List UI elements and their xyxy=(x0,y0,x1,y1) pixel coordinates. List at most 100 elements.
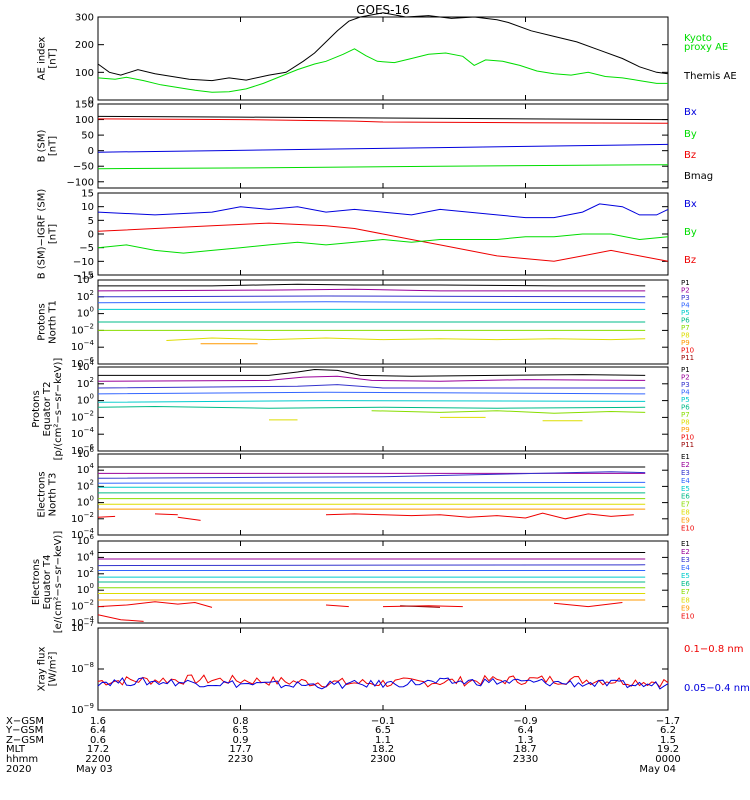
x-axis-table: X−GSMY−GSMZ−GSMMLThhmm20201.66.40.617.22… xyxy=(5,716,681,775)
panel-bsm-ytick-label: 0 xyxy=(88,146,94,157)
panel-pe-ytick-exponent: −4 xyxy=(84,426,95,434)
panel-pn-ylabel: North T1 xyxy=(48,300,59,344)
panel-bigrf-ylabel: B (SM)−IGRF (SM) xyxy=(37,189,48,280)
panel-ae-legend-entry: Kyoto xyxy=(684,33,712,44)
panel-xray-ytick-exponent: −7 xyxy=(84,620,94,628)
panel-pn-ylabel: Protons xyxy=(37,303,48,340)
chart-title: GOES-16 xyxy=(356,3,410,17)
panel-en-ytick-label: 100 xyxy=(77,495,94,509)
x-axis-row-label: Y−GSM xyxy=(5,725,43,736)
panel-ee-legend-entry: E8 xyxy=(681,596,690,604)
panel-en-legend-entry: E3 xyxy=(681,469,690,477)
panel-xray-ytick-exponent: −9 xyxy=(84,702,94,710)
panel-bsm-legend-entry: By xyxy=(684,129,697,140)
panel-ae-legend-entry: proxy AE xyxy=(684,42,728,53)
series-pe-p1 xyxy=(98,368,646,377)
x-axis-value: 1.3 xyxy=(518,735,534,746)
panel-en-ylabel: North T3 xyxy=(48,473,59,517)
panel-pe-ylabel: Equator T2 xyxy=(42,382,53,437)
panel-pe-legend-entry: P4 xyxy=(681,389,690,397)
panel-en-ytick-label: 106 xyxy=(77,446,95,460)
x-axis-value: 18.2 xyxy=(372,744,394,755)
panel-ae-ytick-label: 100 xyxy=(75,68,94,79)
panel-pn-legend-entry: P11 xyxy=(681,354,694,362)
panel-pn-legend-entry: P6 xyxy=(681,317,690,325)
panel-en-ytick-exponent: 6 xyxy=(90,446,95,454)
panel-pn-legend-entry: P2 xyxy=(681,287,690,295)
x-axis-value: 1.6 xyxy=(90,716,106,727)
panel-pn-ytick-label: 102 xyxy=(77,289,94,303)
panel-ee-legend-entry: E9 xyxy=(681,604,690,612)
panel-pn-ytick-label: 100 xyxy=(77,306,94,320)
panel-ee-ylabel: Equator T4 xyxy=(42,555,53,610)
series-en-e10d xyxy=(325,512,634,520)
panel-en-ytick-exponent: −2 xyxy=(84,511,94,519)
panel-en-ytick-exponent: 4 xyxy=(90,462,95,470)
panel-pe-ytick-exponent: 4 xyxy=(90,359,95,367)
panel-ee-legend-entry: E10 xyxy=(681,612,694,620)
panel-bsm-ytick-label: −100 xyxy=(67,177,94,188)
x-axis-row-label: hhmm xyxy=(6,754,38,765)
x-axis-value: 2200 xyxy=(85,754,110,765)
panel-xray-ylabel: [W/m²] xyxy=(48,651,59,686)
panel-pe-legend-entry: P10 xyxy=(681,434,694,442)
panel-bsm-ytick-label: 150 xyxy=(75,100,94,111)
x-axis-row-label: Z−GSM xyxy=(6,735,44,746)
panel-ee-ytick-label: 100 xyxy=(77,582,94,596)
panel-pe-legend-entry: P2 xyxy=(681,374,690,382)
panel-pn-ytick-label: 104 xyxy=(77,272,95,286)
panel-bsm-ytick-label: −50 xyxy=(73,162,94,173)
x-axis-value: 2230 xyxy=(228,754,253,765)
panel-pe-ytick-label: 102 xyxy=(77,376,94,390)
panel-pn-ytick-label: 10−4 xyxy=(71,339,95,353)
series-bsm-bz xyxy=(97,118,669,124)
panel-en-ytick-label: 104 xyxy=(77,462,95,476)
panel-en-legend-entry: E6 xyxy=(681,493,690,501)
series-en-e3 xyxy=(97,471,646,479)
panel-pe-ytick-exponent: 2 xyxy=(90,376,94,384)
x-axis-value: 2300 xyxy=(370,754,395,765)
series-ae-kyoto-proxy-ae xyxy=(97,48,668,93)
panel-bigrf-ytick-label: −10 xyxy=(73,257,94,268)
series-pn-p2 xyxy=(97,288,646,292)
panel-ae-frame xyxy=(97,16,669,101)
panel-pe-legend-entry: P5 xyxy=(681,396,690,404)
panel-en-legend-entry: E7 xyxy=(681,501,690,509)
panel-en-ytick-exponent: −4 xyxy=(84,527,95,535)
panel-en-legend-entry: E1 xyxy=(681,453,690,461)
panel-en-legend-entry: E4 xyxy=(681,477,690,485)
panel-ee-legend-entry: E6 xyxy=(681,580,690,588)
x-axis-value: 6.4 xyxy=(90,725,106,736)
series-pe-p4 xyxy=(97,391,646,395)
x-axis-value: 17.2 xyxy=(87,744,109,755)
x-axis-row-label: MLT xyxy=(6,744,26,755)
series-en-e10b xyxy=(154,513,178,516)
panel-pe-ytick-exponent: 0 xyxy=(90,393,94,401)
panel-bsm: −100 −50 0 50 100 150 B (SM) [nT] Bx By Bz Bmag xyxy=(37,100,713,189)
series-bigrf-by xyxy=(97,233,669,254)
panel-ae-ylabel: AE index xyxy=(37,37,48,81)
panel-pe-legend-entry: P6 xyxy=(681,404,690,412)
panel-pe-legend-entry: P3 xyxy=(681,381,690,389)
panel-pe-ytick-label: 100 xyxy=(77,393,94,407)
panel-bigrf-ylabel: [nT] xyxy=(48,224,59,244)
series-ee-e10b xyxy=(97,614,144,622)
x-axis-value: 2330 xyxy=(513,754,538,765)
series-ee-e10d xyxy=(382,605,463,608)
series-ee-e10 xyxy=(97,601,213,608)
panel-bigrf-ytick-label: 5 xyxy=(88,216,94,227)
panel-pe-legend-entry: P9 xyxy=(681,426,690,434)
series-ee-e3 xyxy=(97,564,646,567)
x-axis-value: −0.9 xyxy=(513,716,537,727)
x-axis-row-label: X−GSM xyxy=(6,716,44,727)
panel-bigrf-legend-entry: By xyxy=(684,227,697,238)
panel-pn-legend-entry: P7 xyxy=(681,324,690,332)
panel-ee-ytick-exponent: 4 xyxy=(90,549,95,557)
x-axis-value: −1.7 xyxy=(656,716,680,727)
panel-pn-ytick-exponent: 2 xyxy=(90,289,94,297)
panel-bigrf-ytick-label: 10 xyxy=(81,202,94,213)
series-ee-e10c xyxy=(325,604,349,608)
panel-pe-legend-entry: P7 xyxy=(681,411,690,419)
